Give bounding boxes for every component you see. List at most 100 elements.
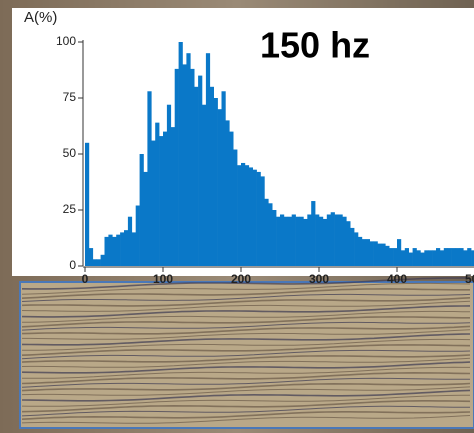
bar [296,217,300,266]
bar [147,91,151,266]
bar [401,250,405,266]
bar [428,250,432,266]
bar [405,248,409,266]
bar [124,230,128,266]
bar [112,237,116,266]
bar [350,228,354,266]
bar [194,87,198,266]
bar [300,217,304,266]
bar [163,132,167,266]
x-tick-label: 100 [153,272,173,286]
bar [463,250,467,266]
bar [381,244,385,266]
bar [331,212,335,266]
y-tick-label: 25 [63,202,77,216]
bar [452,248,456,266]
bar [229,132,233,266]
bar [101,255,105,266]
bar [268,203,272,266]
bar [323,219,327,266]
bar [370,241,374,266]
bar [105,237,109,266]
bar [175,69,179,266]
bar [179,42,183,266]
bar [237,165,241,266]
bar [241,163,245,266]
bar [257,172,261,266]
bar [222,91,226,266]
bar [214,98,218,266]
bar [307,214,311,266]
bar [89,248,93,266]
bar [272,210,276,266]
bar [292,214,296,266]
y-tick-label: 100 [56,34,76,48]
bar [144,172,148,266]
bar [155,123,159,266]
bar [171,127,175,266]
bar [136,206,140,266]
bar [159,136,163,266]
y-tick-label: 75 [63,90,77,104]
y-tick-label: 0 [69,258,76,272]
bar [85,143,89,266]
bar [311,201,315,266]
bar [459,248,463,266]
bar [335,214,339,266]
bar [420,253,424,266]
bar [362,239,366,266]
bar [440,250,444,266]
bar [202,105,206,266]
bar [448,248,452,266]
bar [264,199,268,266]
bar [303,219,307,266]
bar [436,248,440,266]
bar [116,235,120,266]
bar [389,248,393,266]
y-tick-label: 50 [63,146,77,160]
bar [97,259,101,266]
x-tick-label: 200 [231,272,251,286]
bar [327,214,331,266]
bar [456,248,460,266]
annotation: 150 hz [260,25,370,66]
x-tick-label: 0 [82,272,89,286]
bar [280,214,284,266]
bar [385,246,389,266]
bar [132,232,136,266]
bar [284,217,288,266]
bar [253,170,257,266]
bar [358,237,362,266]
bar [108,235,112,266]
bar [397,239,401,266]
bar [409,253,413,266]
bar [354,232,358,266]
bar [218,109,222,266]
bar [210,87,214,266]
bar [432,250,436,266]
bar [467,248,471,266]
bar [167,105,171,266]
bar [366,239,370,266]
bar [186,53,190,266]
bar [183,64,187,266]
bar [233,150,237,266]
bar [315,214,319,266]
bar [206,53,210,266]
bar [444,248,448,266]
bar [276,217,280,266]
bar [190,69,194,266]
bar [198,76,202,266]
bar [339,214,343,266]
bar [140,154,144,266]
bar [374,241,378,266]
bar [346,221,350,266]
bar [261,176,265,266]
chart: A(%) 150 hz 02550751000100200300400500 [0,0,474,433]
bar [378,244,382,266]
bar [342,217,346,266]
page: A(%) 150 hz 02550751000100200300400500 (… [0,0,474,433]
bar [128,217,132,266]
bar [151,141,155,266]
bar [225,120,229,266]
